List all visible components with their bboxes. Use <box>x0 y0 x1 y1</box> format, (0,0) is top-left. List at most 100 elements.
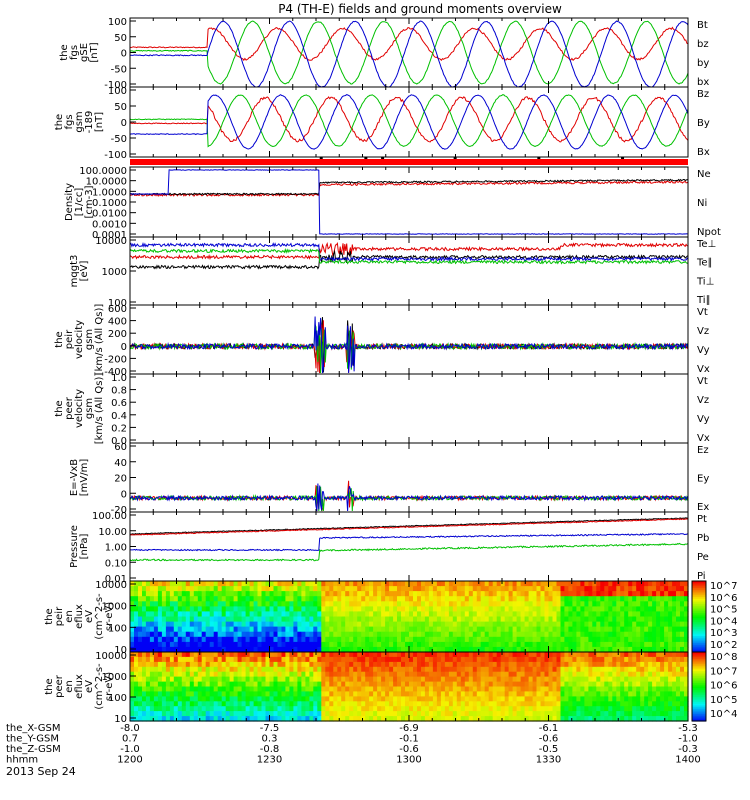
spectrogram-cell <box>648 591 653 597</box>
spectrogram-cell <box>660 626 665 633</box>
status-marker <box>537 157 541 159</box>
spectrogram-cell <box>492 626 498 633</box>
spectrogram-cell <box>632 641 637 648</box>
spectrogram-cell <box>524 616 530 623</box>
spectrogram-cell <box>628 696 633 702</box>
spectrogram-cell <box>249 601 255 607</box>
spectrogram-cell <box>189 656 195 663</box>
spectrogram-cell <box>142 616 147 623</box>
spectrogram-cell <box>536 691 542 697</box>
spectrogram-cell <box>616 696 621 702</box>
spectrogram-cell <box>660 581 665 587</box>
spectrogram-cell <box>588 681 593 688</box>
spectrogram-cell <box>289 691 294 697</box>
spectrogram-cell <box>357 691 362 697</box>
spectrogram-cell <box>672 686 677 692</box>
spectrogram-cell <box>600 601 605 607</box>
spectrogram-cell <box>157 581 163 587</box>
spectrogram-cell <box>221 701 227 707</box>
spectrogram-cell <box>492 636 498 643</box>
spectrogram-cell <box>472 711 478 717</box>
spectrogram-cell <box>317 666 322 673</box>
spectrogram-cell <box>684 641 689 648</box>
spectrogram-cell <box>349 601 354 607</box>
spectrogram-cell <box>520 581 526 587</box>
spectrogram-cell <box>369 711 374 717</box>
spectrogram-cell <box>552 631 558 638</box>
spectrogram-cell <box>309 656 314 663</box>
colorbar-cell <box>692 589 706 593</box>
y-tick-label: 60 <box>114 442 127 453</box>
spectrogram-cell <box>421 621 426 628</box>
spectrogram-cell <box>472 586 478 592</box>
spectrogram-cell <box>424 681 430 688</box>
spectrogram-cell <box>157 696 163 702</box>
spectrogram-cell <box>596 681 601 688</box>
spectrogram-cell <box>528 591 534 597</box>
spectrogram-cell <box>373 706 378 712</box>
spectrogram-cell <box>560 616 566 623</box>
spectrogram-cell <box>548 636 554 643</box>
spectrogram-cell <box>261 656 267 663</box>
spectrogram-cell <box>480 581 486 587</box>
spectrogram-cell <box>648 636 653 643</box>
spectrogram-cell <box>540 601 546 607</box>
spectrogram-cell <box>528 686 534 692</box>
spectrogram-cell <box>333 581 338 587</box>
spectrogram-cell <box>524 681 530 688</box>
spectrogram-cell <box>480 636 486 643</box>
spectrogram-cell <box>548 581 554 587</box>
spectrogram-cell <box>428 641 434 648</box>
series-Te-perp <box>129 242 688 260</box>
spectrogram-cell <box>377 646 382 653</box>
spectrogram-cell <box>512 646 518 653</box>
spectrogram-cell <box>130 626 135 633</box>
colorbar-label: 10^6 <box>710 593 737 604</box>
spectrogram-cell <box>289 696 294 702</box>
spectrogram-cell <box>285 586 290 592</box>
spectrogram-cell <box>369 616 374 623</box>
spectrogram-cell <box>257 606 263 613</box>
spectrogram-cell <box>496 681 502 688</box>
spectrogram-cell <box>157 681 163 688</box>
spectrogram-cell <box>269 631 275 638</box>
spectrogram-cell <box>536 611 542 618</box>
spectrogram-cell <box>173 631 179 638</box>
spectrogram-cell <box>289 701 294 707</box>
spectrogram-cell <box>337 616 342 623</box>
spectrogram-cell <box>265 616 271 623</box>
spectrogram-cell <box>496 716 502 722</box>
spectrogram-cell <box>221 671 227 678</box>
spectrogram-cell <box>652 646 657 653</box>
spectrogram-cell <box>201 686 207 692</box>
spectrogram-cell <box>556 626 562 633</box>
spectrogram-cell <box>684 671 689 678</box>
spectrogram-cell <box>624 676 629 683</box>
spectrogram-cell <box>361 591 366 597</box>
spectrogram-cell <box>548 671 554 678</box>
spectrogram-cell <box>520 696 526 702</box>
spectrogram-cell <box>341 706 346 712</box>
colorbar-cell <box>692 672 706 675</box>
spectrogram-cell <box>536 581 542 587</box>
spectrogram-cell <box>508 606 514 613</box>
spectrogram-cell <box>616 601 621 607</box>
spectrogram-cell <box>273 586 279 592</box>
colorbar-label: 10^4 <box>710 616 737 627</box>
spectrogram-cell <box>173 681 179 688</box>
spectrogram-cell <box>377 621 382 628</box>
spectrogram-cell <box>636 681 641 688</box>
spectrogram-cell <box>285 716 290 722</box>
spectrogram-cell <box>185 591 191 597</box>
spectrogram-cell <box>153 586 159 592</box>
spectrogram-cell <box>452 601 458 607</box>
spectrogram-cell <box>329 691 334 697</box>
spectrogram-cell <box>309 636 314 643</box>
spectrogram-cell <box>616 611 621 618</box>
panel-frame <box>129 304 689 375</box>
spectrogram-cell <box>680 621 685 628</box>
spectrogram-cell <box>624 631 629 638</box>
spectrogram-cell <box>556 606 562 613</box>
x-row-value: -6.9 <box>399 723 419 734</box>
spectrogram-cell <box>405 716 410 722</box>
